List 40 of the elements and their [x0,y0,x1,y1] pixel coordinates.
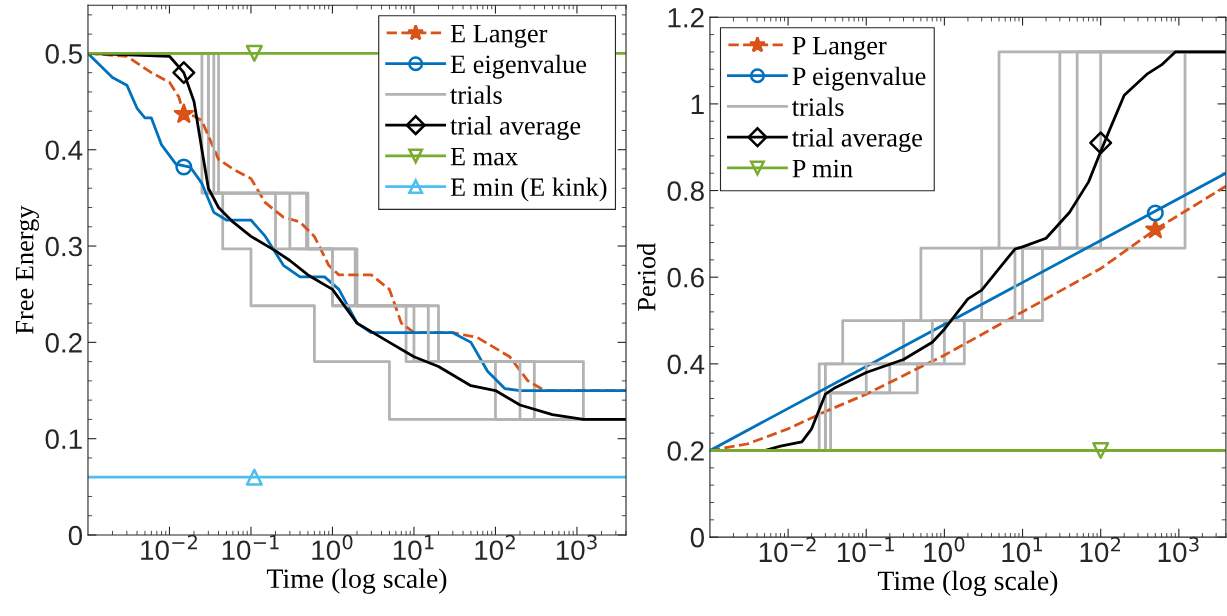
legend-label: trials [792,97,844,116]
y-tick-label: 1 [691,94,704,114]
y-tick-label: 0 [68,525,83,546]
x-tick-label: 10$^{−2}$ [141,534,197,561]
x-axis-title: Time (log scale) [266,568,447,594]
y-tick-label: 0.5 [45,44,82,64]
legend-label: P Langer [792,36,887,60]
y-tick-label: 0.4 [45,140,83,161]
legend-label: E max [450,147,518,166]
x-tick-label: 10$^{2}$ [475,534,515,561]
legend-label: E min (E kink) [450,177,607,202]
x-tick-label: 10$^{3}$ [556,534,597,561]
legend-label: P min [792,159,853,178]
x-tick-label: 10$^{−2}$ [759,536,816,563]
y-tick-label: 0.8 [667,181,704,201]
legend-label: trial average [450,116,581,141]
legend-label: trial average [792,128,922,153]
x-tick-label: 10$^{2}$ [1080,536,1121,563]
y-tick-label: 0 [690,527,704,548]
y-tick-label: 0.3 [45,236,82,257]
x-axis-title: Time (log scale) [877,570,1058,596]
x-tick-label: 10$^{−1}$ [837,537,894,563]
legend-label: E Langer [450,24,548,48]
y-tick-label: 0.1 [45,429,82,450]
y-tick-label: 0.2 [45,333,82,353]
x-tick-label: 10$^{0}$ [312,534,353,561]
x-tick-label: 10$^{−1}$ [222,534,279,561]
x-tick-label: 10$^{1}$ [393,534,434,561]
y-tick-label: 0.6 [667,267,704,288]
x-tick-label: 10$^{1}$ [1002,537,1043,563]
y-axis-title: Free Energy [15,205,39,334]
legend-label: E eigenvalue [450,54,587,79]
y-tick-label: 0.4 [667,354,705,375]
y-tick-label: 0.2 [667,441,704,461]
legend-label: P eigenvalue [792,66,926,91]
x-tick-label: 10$^{0}$ [924,536,965,563]
x-tick-label: 10$^{3}$ [1158,536,1199,563]
y-axis-title: Period [636,243,656,311]
y-tick-label: 1.2 [668,7,704,28]
legend-label: trials [450,85,502,104]
